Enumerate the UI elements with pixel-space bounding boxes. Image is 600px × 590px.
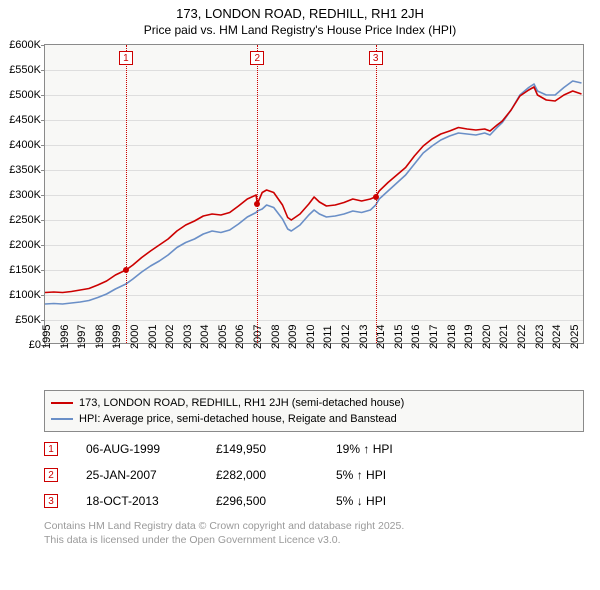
chart-legend: 173, LONDON ROAD, REDHILL, RH1 2JH (semi… <box>44 390 584 432</box>
sale-event-date: 18-OCT-2013 <box>86 494 216 508</box>
y-axis-tick-label: £350K <box>9 164 41 176</box>
y-axis-tick-label: £0 <box>29 339 41 351</box>
sale-event-hpi-delta: 5% ↓ HPI <box>336 494 386 508</box>
sale-event-row: 2 25-JAN-2007£282,0005% ↑ HPI <box>44 462 393 488</box>
page-subtitle: Price paid vs. HM Land Registry's House … <box>0 23 600 37</box>
footer-line: Contains HM Land Registry data © Crown c… <box>44 520 404 534</box>
sale-event-hpi-delta: 19% ↑ HPI <box>336 442 393 456</box>
chart-marker-label: 3 <box>369 51 383 65</box>
sale-event-date: 06-AUG-1999 <box>86 442 216 456</box>
sale-event-marker-ref: 3 <box>44 494 58 508</box>
attribution-footer: Contains HM Land Registry data © Crown c… <box>44 520 404 547</box>
sale-event-hpi-delta: 5% ↑ HPI <box>336 468 386 482</box>
legend-item: 173, LONDON ROAD, REDHILL, RH1 2JH (semi… <box>51 395 577 411</box>
y-axis-tick-label: £50K <box>15 314 41 326</box>
page-title: 173, LONDON ROAD, REDHILL, RH1 2JH <box>0 6 600 21</box>
sale-event-row: 3 18-OCT-2013£296,5005% ↓ HPI <box>44 488 393 514</box>
y-axis-tick-label: £450K <box>9 114 41 126</box>
y-axis-tick-label: £500K <box>9 89 41 101</box>
sale-events-list: 1 06-AUG-1999£149,95019% ↑ HPI 2 25-JAN-200… <box>44 436 393 514</box>
y-axis-tick-label: £300K <box>9 189 41 201</box>
y-axis-tick-label: £150K <box>9 264 41 276</box>
y-axis-tick-label: £550K <box>9 64 41 76</box>
chart-marker-label: 2 <box>250 51 264 65</box>
legend-label: HPI: Average price, semi-detached house,… <box>79 413 397 425</box>
legend-label: 173, LONDON ROAD, REDHILL, RH1 2JH (semi… <box>79 397 404 409</box>
y-axis-tick-label: £400K <box>9 139 41 151</box>
chart-marker-label: 1 <box>119 51 133 65</box>
legend-swatch <box>51 402 73 404</box>
footer-line: This data is licensed under the Open Gov… <box>44 534 404 548</box>
price-chart: £0£50K£100K£150K£200K£250K£300K£350K£400… <box>44 44 584 344</box>
sale-event-date: 25-JAN-2007 <box>86 468 216 482</box>
y-axis-tick-label: £250K <box>9 214 41 226</box>
legend-item: HPI: Average price, semi-detached house,… <box>51 411 577 427</box>
y-axis-tick-label: £100K <box>9 289 41 301</box>
legend-swatch <box>51 418 73 420</box>
sale-event-price: £149,950 <box>216 442 336 456</box>
sale-event-price: £282,000 <box>216 468 336 482</box>
sale-event-row: 1 06-AUG-1999£149,95019% ↑ HPI <box>44 436 393 462</box>
y-axis-tick-label: £200K <box>9 239 41 251</box>
sale-event-marker-ref: 1 <box>44 442 58 456</box>
sale-event-marker-ref: 2 <box>44 468 58 482</box>
y-axis-tick-label: £600K <box>9 39 41 51</box>
sale-event-price: £296,500 <box>216 494 336 508</box>
